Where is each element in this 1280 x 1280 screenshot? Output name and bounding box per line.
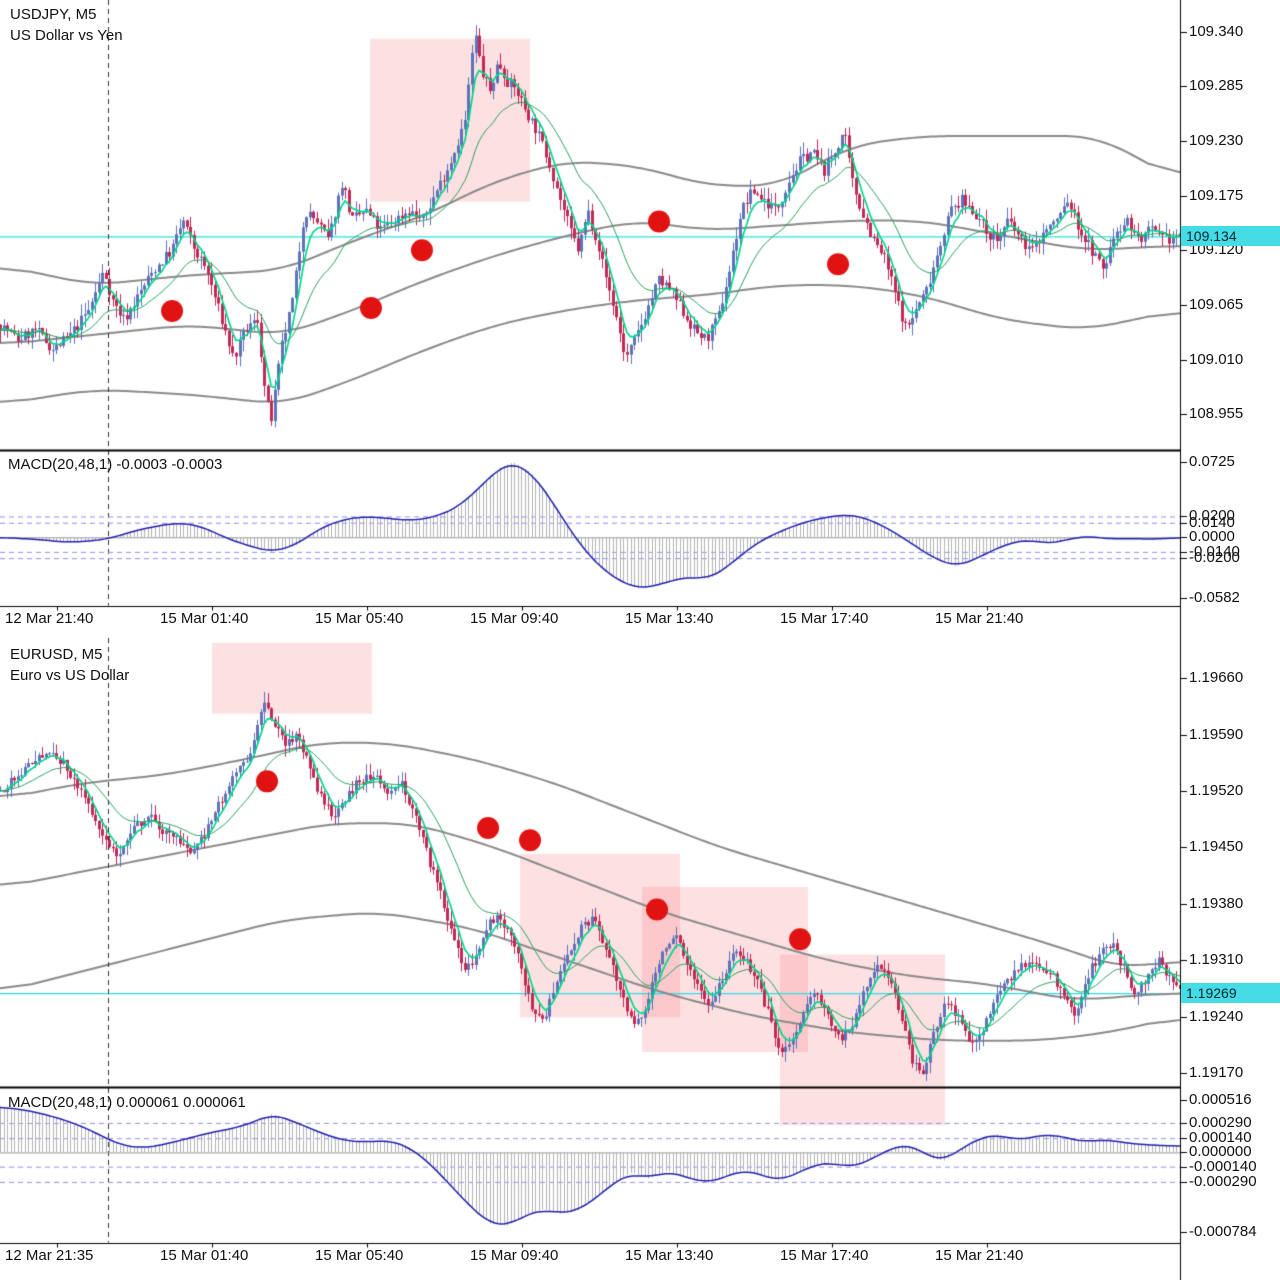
symbol-title: EURUSD, M5 <box>10 646 103 663</box>
current-price-badge: 109.134 <box>1181 226 1280 247</box>
macd-indicator-label: MACD(20,48,1) -0.0003 -0.0003 <box>8 456 223 473</box>
current-price-badge: 1.19269 <box>1181 983 1280 1004</box>
macd-indicator-label: MACD(20,48,1) 0.000061 0.000061 <box>8 1094 246 1111</box>
symbol-description: Euro vs US Dollar <box>10 667 130 684</box>
symbol-description: US Dollar vs Yen <box>10 27 123 44</box>
symbol-title: USDJPY, M5 <box>10 6 97 23</box>
